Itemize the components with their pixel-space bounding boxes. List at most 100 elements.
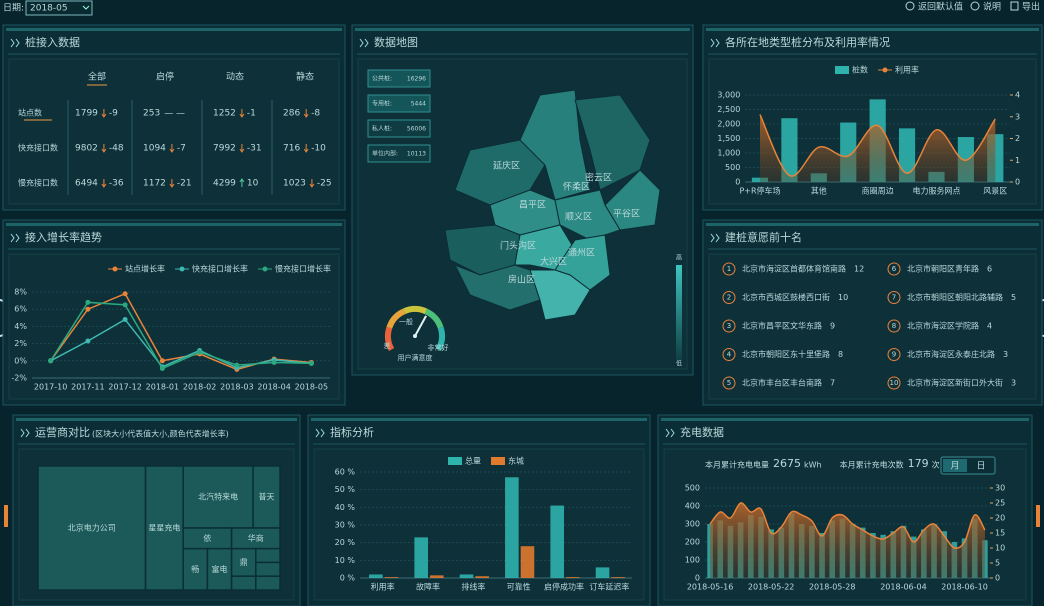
export-icon [1010, 1, 1019, 11]
treemap-label: 畅 [191, 564, 199, 574]
gauge-label: 差 [384, 341, 391, 350]
cell-change: -10 [311, 144, 326, 154]
map-legend-label: 单位内部: [372, 150, 398, 158]
gauge-needle [414, 315, 427, 337]
address: 北京市海淀区首都体育馆南路 [742, 264, 846, 274]
legend-label: 站点增长率 [125, 264, 165, 274]
district-label: 房山区 [508, 274, 535, 286]
trend-arrow [309, 179, 315, 188]
count: 7 [830, 379, 835, 388]
y-tick-label: 50 % [335, 485, 356, 494]
x-tick-label: 2018-05-22 [748, 583, 795, 592]
panel-title: 各所在地类型桩分布及利用率情况 [725, 35, 890, 49]
address: 北京市朝阳区朝阳北路辅路 [907, 292, 1003, 302]
row-label: 快充接口数 [18, 143, 58, 153]
bar [566, 577, 580, 578]
address: 北京市海淀区学院路 [907, 321, 979, 331]
bar [707, 524, 713, 578]
bar [430, 575, 444, 578]
y-tick-label: 0 [695, 574, 700, 583]
legend-dot [179, 266, 185, 272]
cell-change: -1 [247, 109, 256, 119]
legend-dot [112, 266, 118, 272]
gauge-arc [402, 306, 428, 315]
date-input[interactable] [25, 0, 93, 16]
treemap-label: 华商 [248, 533, 264, 543]
legend-label: 桩数 [852, 65, 868, 75]
district-label: 顺义区 [565, 212, 592, 223]
gauge-hub [413, 334, 417, 338]
map-legend-box [367, 69, 431, 88]
action-reset[interactable]: 返回默认值 [918, 1, 963, 13]
treemap-label: 普天 [259, 492, 275, 502]
toggle-option[interactable]: 月 [950, 461, 959, 472]
y-tick-label: 0 % [340, 574, 356, 583]
cell-change: -9 [109, 109, 118, 119]
map-legend-label: 私人桩: [372, 125, 392, 133]
chevron [10, 233, 15, 243]
date-label: 日期: [3, 3, 24, 14]
y2-tick-label: 10 [995, 544, 1005, 553]
scale-high: 高 [676, 254, 682, 262]
bar [898, 128, 916, 182]
rank: 10 [890, 379, 899, 387]
stat-value: 179 [908, 457, 929, 470]
x-tick-label: 排线率 [461, 582, 485, 592]
trend-arrow [101, 144, 107, 153]
chevron [315, 428, 320, 438]
stat-unit: 次 [932, 460, 940, 470]
date-value: 2018-05 [30, 4, 68, 14]
stat-label: 本月累计充电电量 [705, 460, 769, 470]
date-caret [82, 5, 90, 10]
legend-swatch [448, 457, 462, 465]
rank: 9 [892, 351, 896, 359]
toggle-active[interactable] [943, 459, 967, 472]
district [529, 269, 591, 321]
x-tick-label: 2018-05 [295, 383, 328, 392]
rank-badge [887, 262, 901, 276]
y-tick-label: 200 [685, 538, 700, 547]
rank-badge [722, 291, 736, 304]
y2-tick-label: 1 [1015, 156, 1020, 165]
y-tick-label: 2% [14, 339, 27, 348]
rank-badge [887, 291, 901, 304]
chevron [25, 428, 30, 438]
rank: 7 [892, 294, 896, 302]
y2-tick-label: 3 [1015, 112, 1020, 121]
count: 4 [987, 322, 992, 331]
point [234, 362, 240, 368]
point [85, 299, 91, 305]
rank: 6 [892, 265, 897, 273]
legend-label: 总量 [465, 456, 481, 466]
action-help[interactable]: 说明 [983, 1, 1001, 13]
chevron [670, 428, 675, 438]
rank-badge [887, 319, 901, 333]
map-legend-box [367, 144, 431, 163]
point [308, 360, 314, 366]
legend-label: 利用率 [895, 65, 919, 75]
cell-value: 7992 [213, 144, 236, 154]
count: 3 [1011, 379, 1016, 388]
action-export[interactable]: 导出 [1022, 1, 1040, 13]
trend-arrow [169, 144, 175, 153]
chevron [665, 428, 670, 438]
point [271, 360, 277, 366]
y-tick-label: 400 [685, 502, 700, 511]
y-tick-label: 2,000 [717, 120, 740, 129]
x-tick-label: 其他 [811, 186, 827, 196]
y-tick-label: 6% [14, 305, 27, 314]
toggle-option[interactable]: 日 [976, 461, 985, 472]
x-tick-label: P+R停车场 [739, 186, 780, 196]
district-label: 通州区 [568, 248, 595, 259]
panel-top-bar [706, 223, 1039, 226]
trend-arrow [101, 109, 107, 118]
district-label: 平谷区 [613, 209, 640, 220]
x-tick-label: 2018-05-28 [809, 583, 856, 592]
y-tick-label: 0 [735, 178, 740, 187]
treemap-label: 富电 [212, 564, 228, 574]
trend-arrow [303, 109, 309, 118]
cell-value: 9802 [75, 144, 98, 154]
panel-title: 数据地图 [374, 35, 418, 49]
reset-icon [905, 1, 915, 11]
